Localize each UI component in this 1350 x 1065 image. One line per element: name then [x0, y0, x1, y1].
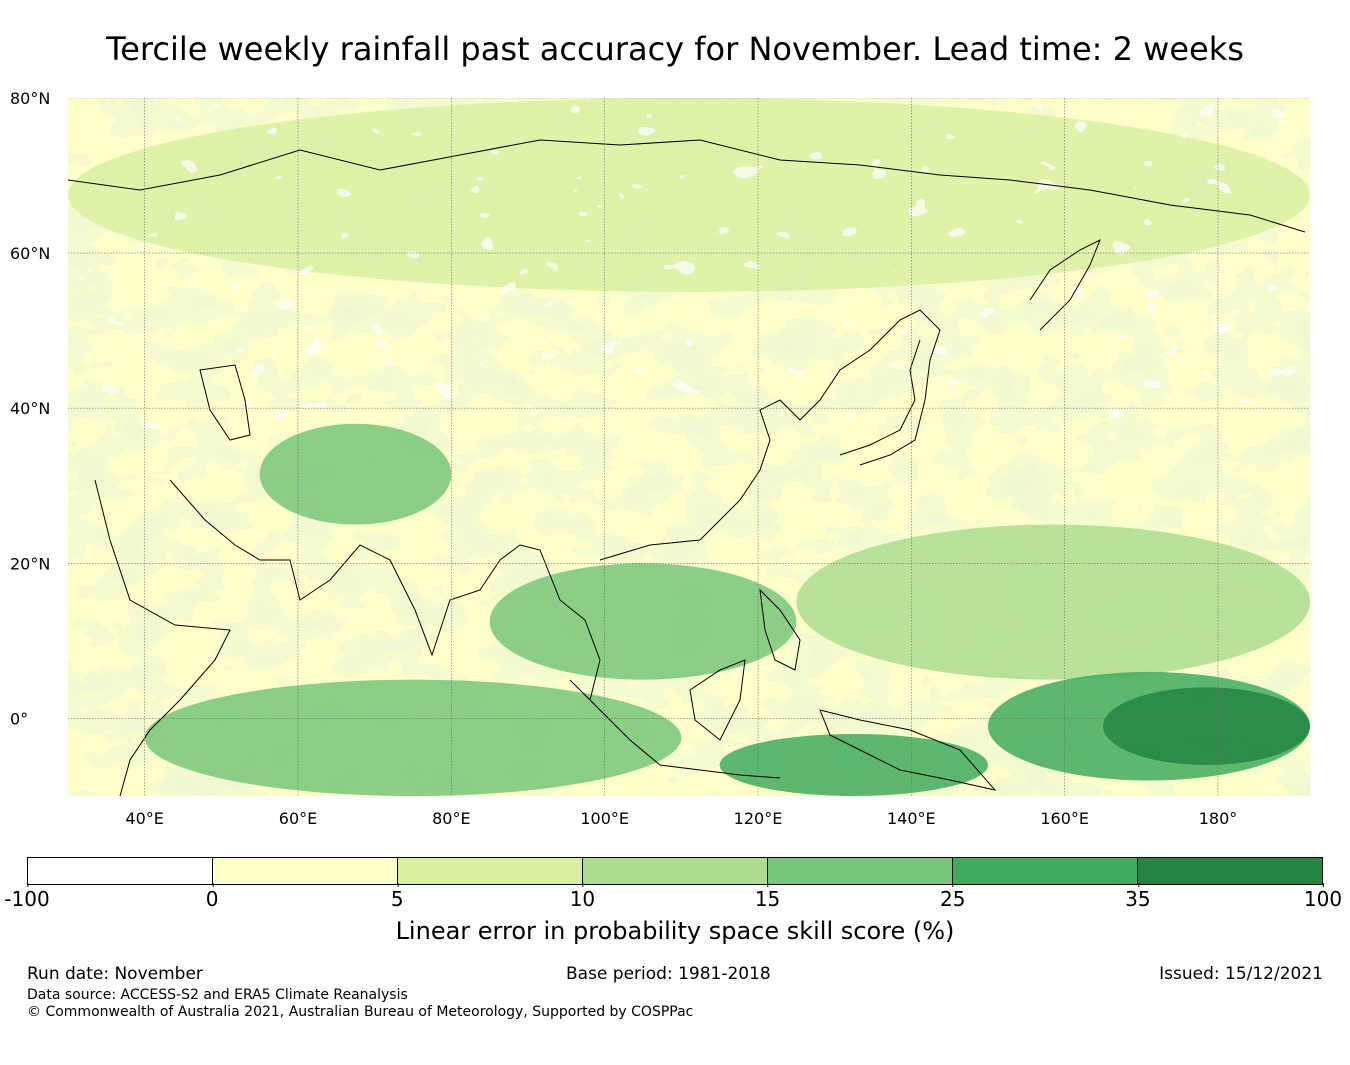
coastline-africa-east [94, 479, 231, 796]
lat-label-1: 60°N [10, 244, 50, 263]
data-source: Data source: ACCESS-S2 and ERA5 Climate … [27, 987, 408, 1003]
field-gaps [68, 98, 1310, 428]
colorbar-bin-3 [582, 858, 767, 884]
colorbar-bin-5 [952, 858, 1137, 884]
coastline-east-asia [599, 309, 941, 561]
lon-label-0: 40°E [125, 809, 163, 828]
colorbar-tick-5: 25 [939, 883, 966, 911]
lon-label-6: 160°E [1040, 809, 1089, 828]
coastline-caspian [199, 364, 251, 441]
colorbar-tick-4: 15 [754, 883, 781, 911]
colorbar-tick-0: -100 [4, 883, 50, 911]
colorbar-bin-2 [397, 858, 582, 884]
issued-date: Issued: 15/12/2021 [1159, 964, 1323, 984]
colorbar-tick-3: 10 [569, 883, 596, 911]
longitude-labels: 40°E 60°E 80°E 100°E 120°E 140°E 160°E 180° [125, 809, 1237, 828]
colorbar-bin-1 [212, 858, 397, 884]
chart-title: Tercile weekly rainfall past accuracy fo… [106, 30, 1244, 68]
coastline-sumatra-java [569, 679, 781, 779]
lon-label-7: 180° [1199, 809, 1238, 828]
lon-label-3: 100°E [580, 809, 629, 828]
lat-label-4: 0° [10, 709, 28, 728]
coastline-new-guinea [819, 709, 997, 791]
skill-region-2 [144, 679, 682, 796]
lat-label-3: 20°N [10, 554, 50, 573]
skill-field [68, 98, 1310, 796]
run-date: Run date: November [27, 964, 203, 984]
colorbar-bin-0 [28, 858, 212, 884]
coastline-kamchatka [1029, 238, 1101, 331]
coastline-arabia-india [169, 479, 601, 701]
skill-region-6 [719, 733, 988, 796]
colorbar-bin-6 [1137, 858, 1322, 884]
coastline-japan [839, 339, 921, 456]
skill-map: 80°N 60°N 40°N 20°N 0° 40°E 60°E 80°E 100°E 120°… [10, 89, 1310, 828]
graticule [68, 98, 1310, 796]
skill-region-1 [796, 524, 1310, 680]
coastline-philippines [759, 588, 801, 671]
coastlines [68, 139, 1306, 796]
lon-label-2: 80°E [432, 809, 470, 828]
colorbar-label: Linear error in probability space skill … [395, 917, 955, 945]
colorbar-tick-2: 5 [390, 883, 404, 911]
skill-region-7 [1103, 687, 1310, 765]
lat-label-2: 40°N [10, 399, 50, 418]
lat-label-0: 80°N [10, 89, 50, 108]
colorbar [27, 857, 1323, 885]
colorbar-tick-7: 100 [1303, 883, 1343, 911]
lon-label-4: 120°E [734, 809, 783, 828]
copyright: © Commonwealth of Australia 2021, Austra… [27, 1004, 694, 1020]
colorbar-tick-6: 35 [1125, 883, 1151, 911]
latitude-labels: 80°N 60°N 40°N 20°N 0° [10, 89, 50, 728]
lon-label-5: 140°E [887, 809, 936, 828]
lon-label-1: 60°E [279, 809, 317, 828]
coastline-siberia-north [68, 139, 1306, 233]
coastline-borneo [689, 659, 746, 741]
base-period: Base period: 1981-2018 [566, 964, 771, 984]
colorbar-bin-4 [767, 858, 952, 884]
skill-region-3 [489, 563, 797, 680]
colorbar-tick-1: 0 [205, 883, 219, 911]
skill-region-4 [259, 423, 452, 525]
